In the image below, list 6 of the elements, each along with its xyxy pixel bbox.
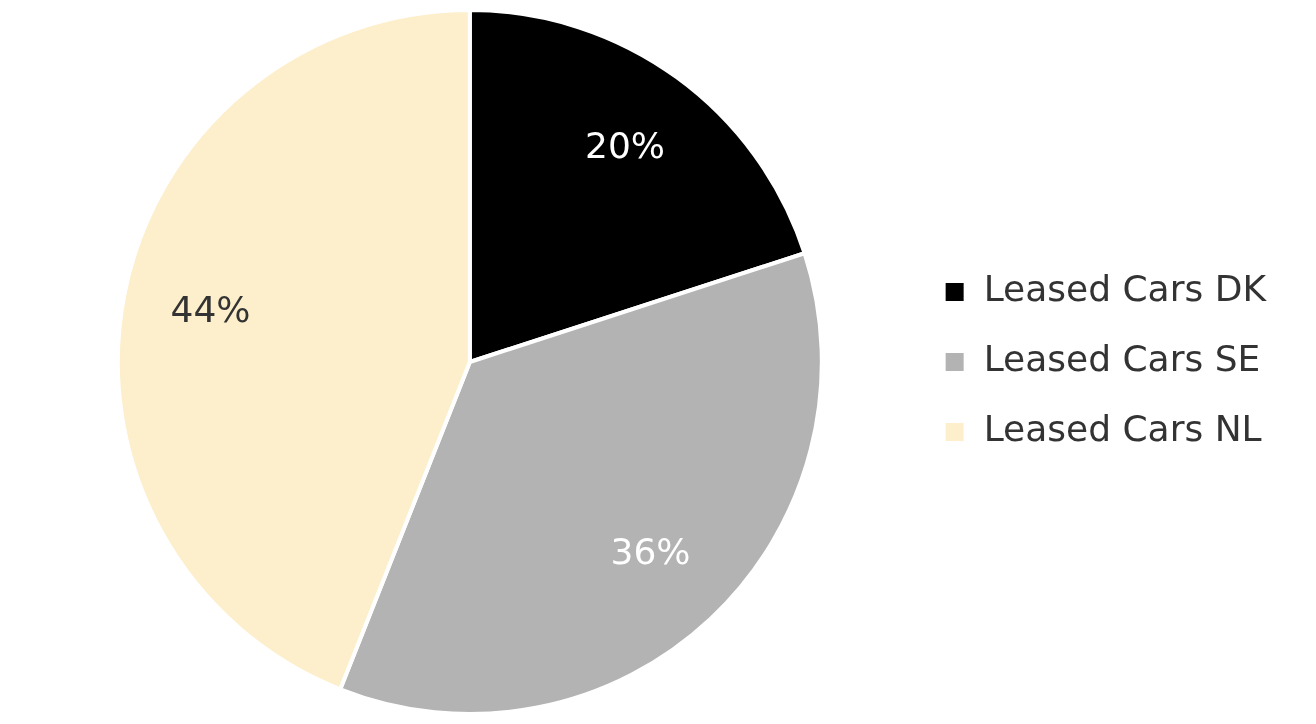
- legend-label: Leased Cars NL: [983, 408, 1262, 450]
- data-label: 36%: [610, 530, 691, 572]
- legend-label: Leased Cars DK: [983, 268, 1268, 310]
- data-label: 44%: [170, 288, 251, 330]
- legend-label: Leased Cars SE: [983, 338, 1261, 380]
- data-label: 20%: [584, 124, 665, 166]
